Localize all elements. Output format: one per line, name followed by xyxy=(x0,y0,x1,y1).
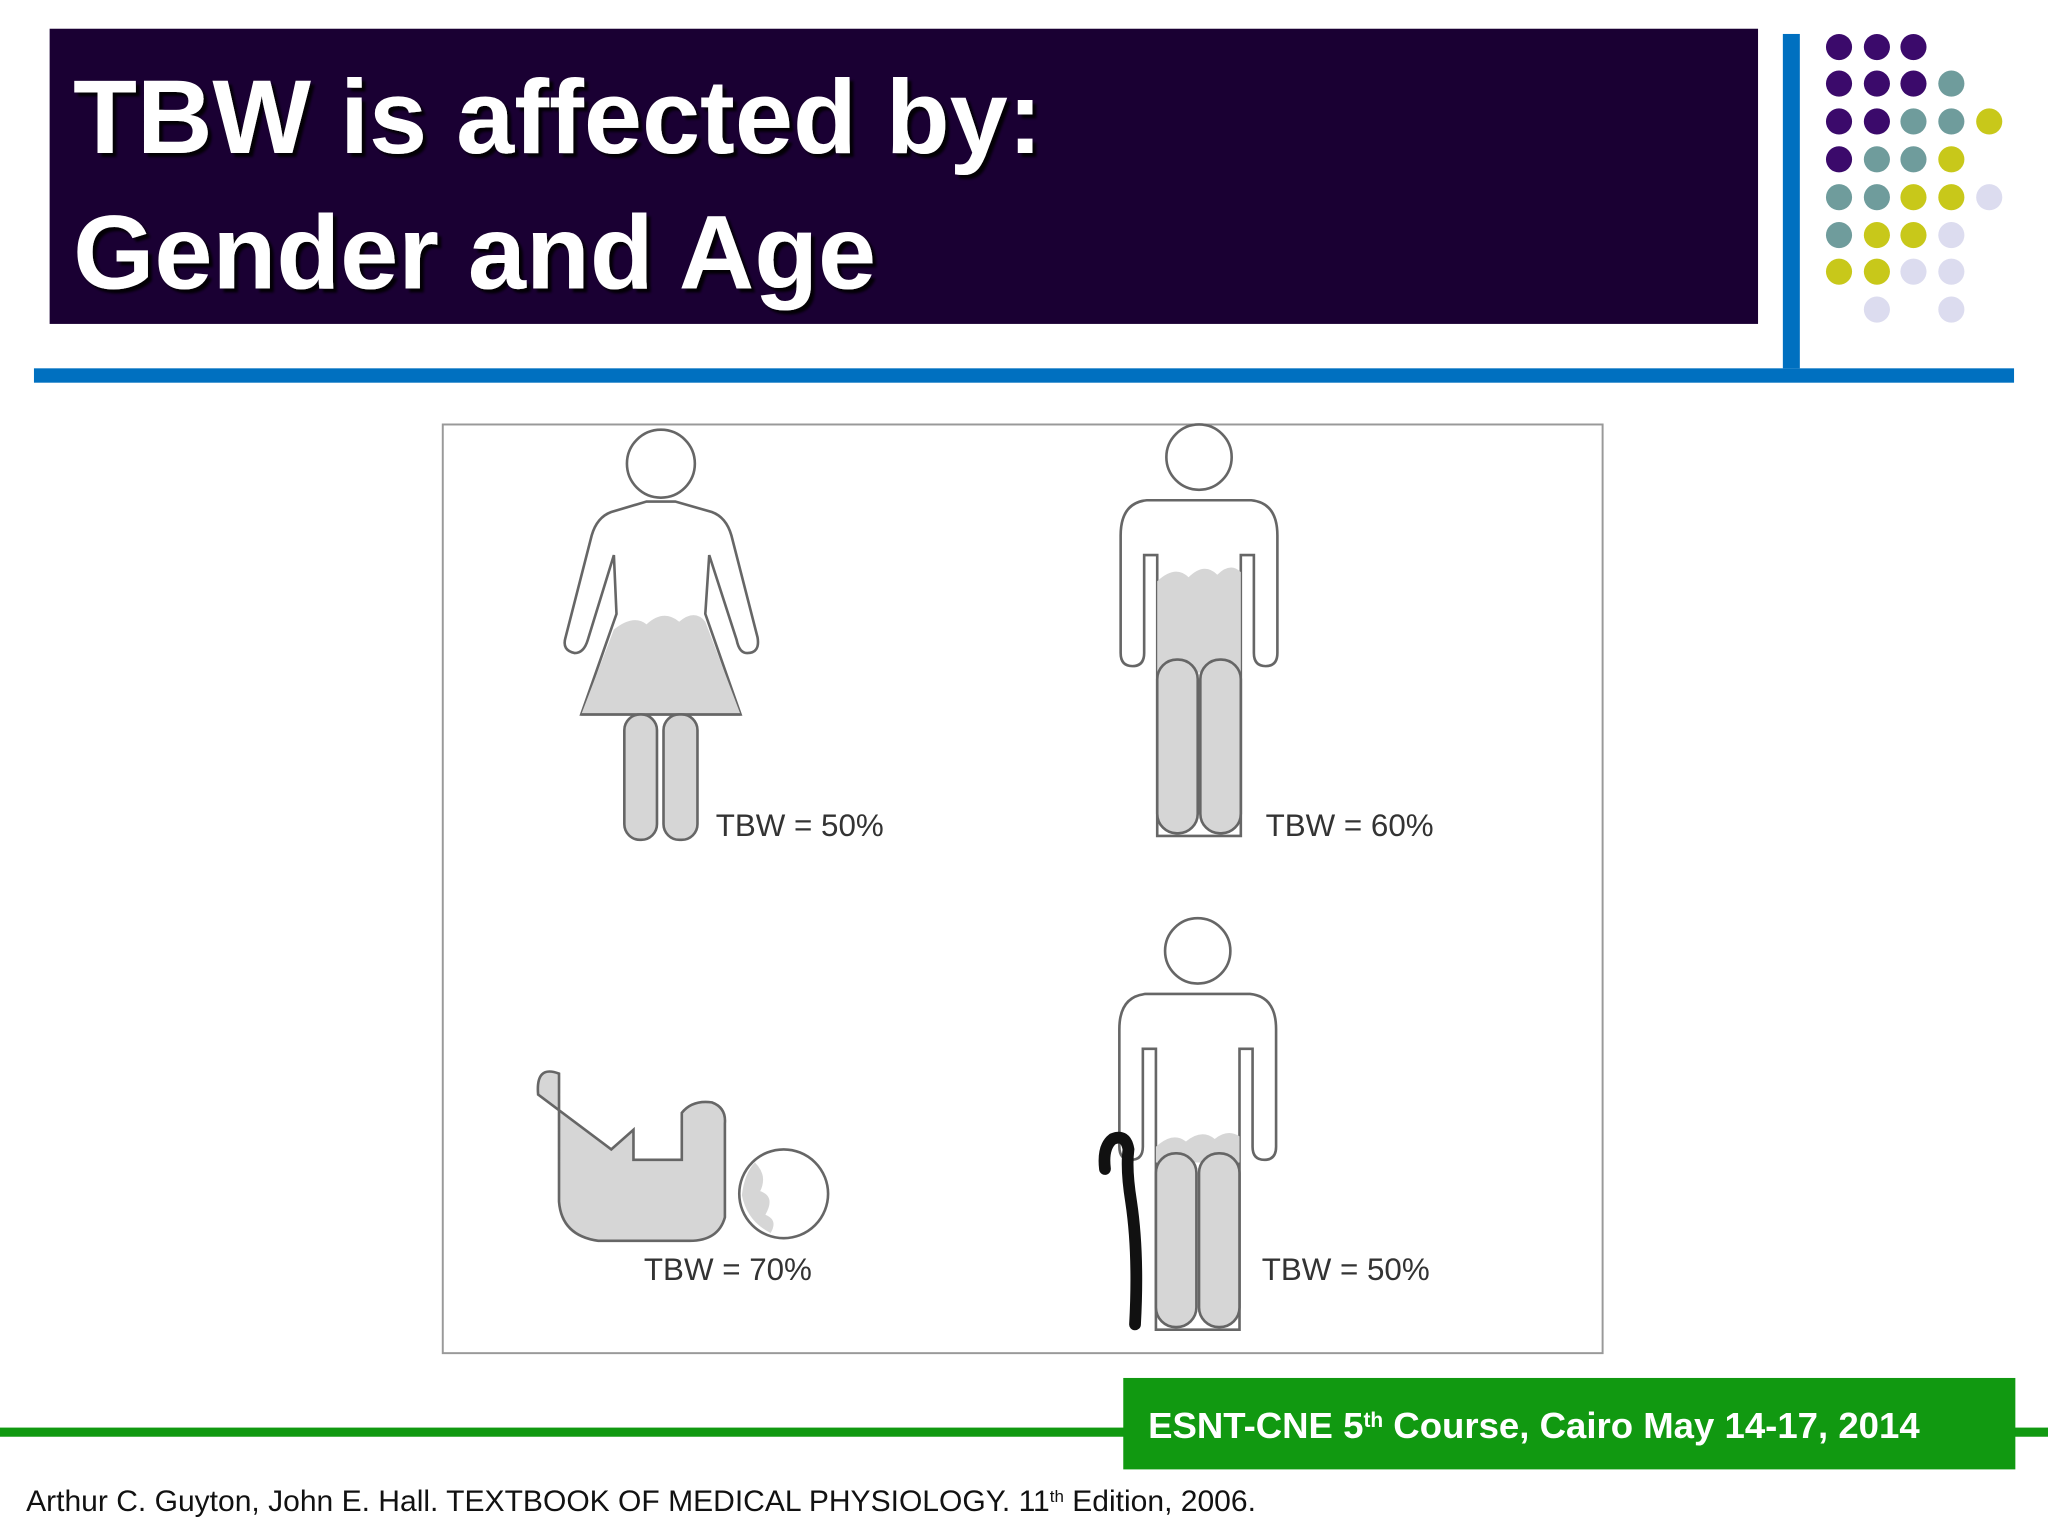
decor-dot xyxy=(1938,258,1965,285)
decor-dot xyxy=(1863,258,1890,285)
title-box xyxy=(49,28,1759,324)
figure-label: TBW = 50% xyxy=(1262,1252,1430,1287)
decor-dot xyxy=(1976,184,2003,211)
decor-dot xyxy=(1938,146,1965,173)
decor-dot xyxy=(1825,108,1853,135)
decor-dot xyxy=(1976,108,2003,135)
decor-dot xyxy=(1863,296,1890,323)
decor-dot xyxy=(1825,222,1853,249)
decor-dot xyxy=(1900,70,1927,97)
decor-dot xyxy=(1938,184,1965,211)
banner-text: ESNT-CNE 5 xyxy=(1148,1405,1363,1446)
decor-dot xyxy=(1863,184,1890,211)
citation-superscript: th xyxy=(1050,1487,1064,1506)
figure-label: TBW = 60% xyxy=(1266,808,1434,843)
decor-dot xyxy=(1938,70,1965,97)
figure-label: TBW = 50% xyxy=(716,808,884,843)
decor-dot xyxy=(1938,222,1965,249)
citation-text: Arthur C. Guyton, John E. Hall. TEXTBOOK… xyxy=(26,1485,1050,1518)
decor-dot xyxy=(1825,33,1853,61)
header-rule xyxy=(33,368,2015,383)
decor-dot xyxy=(1863,108,1890,135)
citation: Arthur C. Guyton, John E. Hall. TEXTBOOK… xyxy=(26,1485,1256,1518)
decor-dot xyxy=(1863,33,1890,61)
decor-dot xyxy=(1900,258,1927,285)
decor-dot xyxy=(1825,184,1853,211)
header-divider xyxy=(1782,33,1800,369)
decor-dot xyxy=(1900,146,1927,173)
decor-dot xyxy=(1900,222,1927,249)
decor-dot xyxy=(1900,108,1927,135)
decor-dot xyxy=(1938,108,1965,135)
decor-dot xyxy=(1863,70,1890,97)
decor-dot xyxy=(1900,33,1927,61)
decor-dot xyxy=(1825,146,1853,173)
banner-text: Course, Cairo May 14-17, 2014 xyxy=(1383,1405,1920,1446)
decor-dot xyxy=(1900,184,1927,211)
title-line: Gender and Age xyxy=(73,195,876,312)
decor-dot xyxy=(1863,222,1890,249)
footer-banner xyxy=(1123,1377,2016,1470)
decor-dot xyxy=(1863,146,1890,173)
footer-rule xyxy=(0,1427,2048,1437)
figure-label: TBW = 70% xyxy=(644,1252,812,1287)
decor-dot xyxy=(1825,258,1853,285)
title-line: TBW is affected by: xyxy=(73,59,1042,176)
banner-text: ESNT-CNE 5th Course, Cairo May 14-17, 20… xyxy=(1148,1405,1920,1446)
dot-decoration xyxy=(1825,33,2003,323)
decor-dot xyxy=(1825,70,1853,97)
figure-woman xyxy=(563,428,760,842)
citation-text: Edition, 2006. xyxy=(1064,1485,1256,1518)
figure-elderly xyxy=(1098,916,1278,1331)
banner-superscript: th xyxy=(1363,1409,1383,1432)
figure-man xyxy=(1119,423,1279,838)
decor-dot xyxy=(1938,296,1965,323)
figure-baby xyxy=(536,1070,830,1243)
